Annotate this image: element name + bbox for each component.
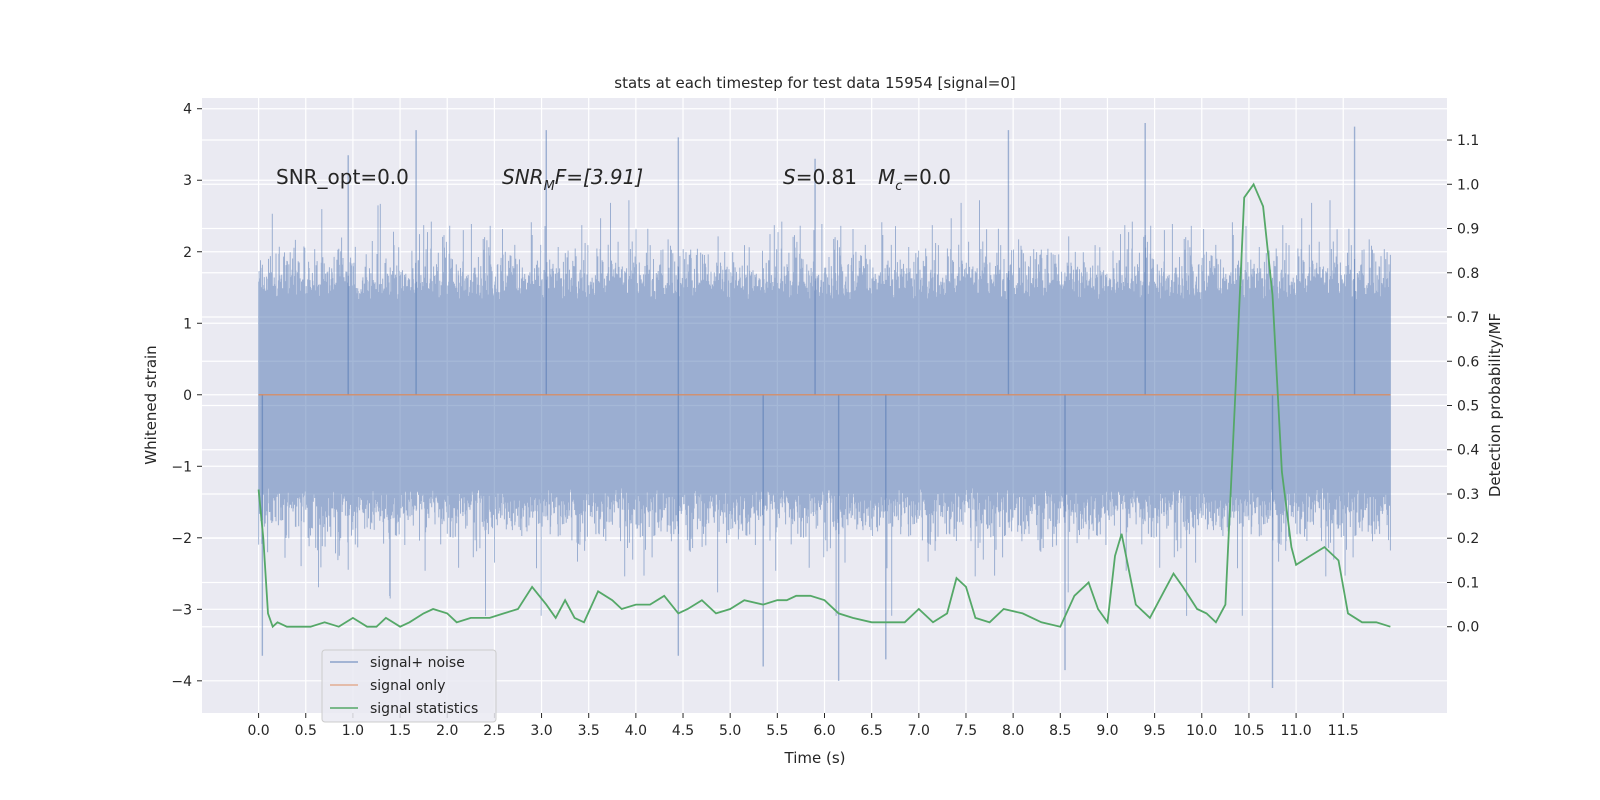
y2-axis-label: Detection probability/MF [1486,313,1504,497]
annotation-snr-mf: SNRMF=[3.91] [502,165,643,194]
x-tick-label: 8.0 [1002,723,1024,739]
x-tick-label: 2.5 [483,723,505,739]
legend-box [321,649,497,723]
x-tick-label: 7.0 [908,723,930,739]
y2-tick-label: 0.5 [1457,399,1479,415]
legend-label-signal-noise: signal+ noise [370,655,465,671]
legend: signal+ noise signal only signal statist… [321,649,497,723]
annotation-s-value: S=0.81 [783,165,857,189]
x-tick-label: 0.0 [247,723,269,739]
x-tick-label: 5.0 [719,723,741,739]
x-tick-label: 7.5 [955,723,977,739]
x-tick-label: 2.0 [436,723,458,739]
y-tick-label: −1 [171,459,192,475]
x-axis-label: Time (s) [784,749,846,767]
x-tick-label: 3.5 [578,723,600,739]
signal-plus-noise-series [258,123,1391,688]
x-tick-label: 1.5 [389,723,411,739]
y-tick-label: −4 [171,674,192,690]
y2-tick-label: 0.2 [1457,531,1479,547]
y-tick-label: 2 [183,245,192,261]
y-tick-label: 4 [183,102,192,118]
x-tick-label: 11.5 [1328,723,1359,739]
x-tick-label: 4.0 [625,723,647,739]
x-tick-label: 3.0 [530,723,552,739]
signal-statistics-series [257,182,1391,629]
y2-tick-label: 0.3 [1457,487,1479,503]
noise-trace [258,200,1391,616]
y-tick-label: 0 [183,388,192,404]
y2-tick-label: 0.0 [1457,620,1479,636]
y2-tick-label: 1.1 [1457,133,1479,149]
y2-tick-label: 0.7 [1457,310,1479,326]
y2-tick-label: 0.1 [1457,575,1479,591]
y2-tick-label: 0.6 [1457,354,1479,370]
y2-tick-label: 0.4 [1457,443,1479,459]
annotation-mc-value: Mc=0.0 [878,165,951,194]
y-tick-label: −3 [171,602,192,618]
annotation-snr-opt: SNR_opt=0.0 [276,165,409,189]
x-tick-label: 9.5 [1143,723,1165,739]
x-tick-label: 9.0 [1096,723,1118,739]
x-tick-label: 4.5 [672,723,694,739]
y-tick-label: 3 [183,173,192,189]
x-tick-label: 11.0 [1281,723,1312,739]
y-tick-label: −2 [171,531,192,547]
x-tick-label: 8.5 [1049,723,1071,739]
y2-tick-label: 0.9 [1457,222,1479,238]
x-tick-label: 5.5 [766,723,788,739]
y2-tick-label: 0.8 [1457,266,1479,282]
axis-ticks: 0.0 0.5 1.0 1.5 2.0 2.5 3.0 3.5 4.0 4.5 5.0 5.5 6.0 6… [171,102,1479,739]
legend-label-signal-statistics: signal statistics [370,701,478,717]
x-tick-label: 6.0 [813,723,835,739]
x-tick-label: 10.5 [1233,723,1264,739]
y-axis-label: Whitened strain [142,345,160,464]
y2-tick-label: 1.0 [1457,177,1479,193]
x-tick-label: 1.0 [342,723,364,739]
x-tick-label: 10.0 [1186,723,1217,739]
x-tick-label: 6.5 [861,723,883,739]
x-tick-label: 0.5 [295,723,317,739]
chart-title: stats at each timestep for test data 159… [614,74,1015,92]
legend-label-signal-only: signal only [370,678,445,694]
y-tick-label: 1 [183,316,192,332]
